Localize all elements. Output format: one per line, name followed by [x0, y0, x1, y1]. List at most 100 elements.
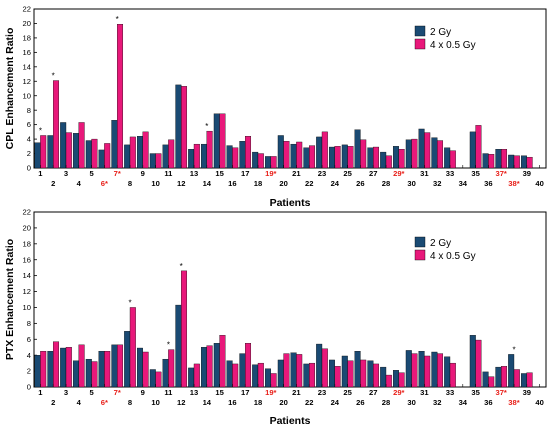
x-tick-label: 36 — [484, 398, 492, 407]
bar — [200, 143, 207, 169]
x-tick-label: 26 — [356, 398, 364, 407]
bar — [168, 349, 175, 388]
y-tick-label: 2 — [27, 367, 31, 376]
bar — [495, 366, 502, 388]
bar — [40, 135, 47, 169]
x-tick-label: 29* — [393, 388, 404, 397]
x-tick-label: 9 — [141, 388, 145, 397]
bar — [290, 143, 297, 169]
bar — [72, 133, 79, 169]
y-tick-label: 8 — [27, 106, 31, 115]
bar — [34, 355, 41, 388]
x-tick-label: 26 — [356, 179, 364, 188]
bar — [72, 360, 79, 388]
x-tick-label: 9 — [141, 169, 145, 178]
x-tick-label: 31 — [420, 169, 429, 178]
x-tick-label: 38* — [508, 398, 519, 407]
y-tick-label: 4 — [27, 135, 31, 144]
x-tick-label: 31 — [420, 388, 429, 397]
bar — [85, 358, 92, 388]
bar — [245, 136, 252, 169]
bar — [341, 355, 348, 388]
bar — [424, 355, 431, 388]
bar — [34, 142, 41, 169]
legend-swatch — [414, 25, 426, 37]
bar — [53, 80, 60, 169]
bar — [367, 147, 374, 169]
bar — [111, 344, 118, 388]
bar — [526, 372, 533, 388]
bar — [380, 366, 387, 388]
bar — [219, 113, 226, 169]
bar — [469, 131, 476, 169]
x-tick-label: 4 — [77, 398, 82, 407]
y-tick-label: 4 — [27, 351, 31, 360]
bar — [117, 24, 124, 169]
y-tick-label: 22 — [23, 5, 31, 14]
bar — [392, 370, 399, 388]
bar — [98, 351, 105, 388]
x-tick-label: 14 — [203, 398, 212, 407]
bar — [418, 351, 425, 388]
bar — [155, 371, 162, 388]
bar — [200, 347, 207, 388]
x-tick-label: 20 — [279, 179, 287, 188]
x-tick-label: 24 — [331, 179, 340, 188]
bar — [431, 351, 438, 388]
bar — [47, 135, 54, 169]
bar — [520, 373, 527, 388]
chart-panel-2: 0246810121416182022123456*7*891011121314… — [4, 208, 547, 427]
significance-marker: * — [167, 341, 170, 350]
x-tick-label: 32 — [433, 179, 441, 188]
bar — [411, 353, 418, 388]
x-tick-label: 19* — [265, 169, 276, 178]
bar — [520, 155, 527, 169]
x-tick-label: 34 — [459, 398, 468, 407]
bar — [257, 362, 264, 388]
bar — [91, 361, 98, 388]
x-tick-label: 12 — [177, 179, 185, 188]
y-tick-label: 12 — [23, 287, 31, 296]
plot-frame — [33, 211, 547, 388]
bar — [47, 351, 54, 388]
x-tick-label: 17 — [241, 169, 249, 178]
bar — [226, 145, 233, 169]
x-tick-label: 4 — [77, 179, 82, 188]
y-tick-label: 16 — [23, 48, 31, 57]
bar — [431, 137, 438, 169]
bar — [117, 344, 124, 388]
y-tick-label: 0 — [27, 164, 31, 173]
bar — [175, 304, 182, 388]
x-tick-label: 34 — [459, 179, 468, 188]
bar — [277, 359, 284, 388]
x-tick-label: 33 — [446, 169, 454, 178]
x-tick-label: 5 — [89, 388, 94, 397]
bar — [334, 146, 341, 169]
bar — [65, 132, 72, 169]
bar — [181, 86, 188, 169]
bar — [155, 153, 162, 169]
bar — [239, 353, 246, 388]
bar — [341, 144, 348, 169]
x-tick-label: 15 — [215, 388, 224, 397]
bar — [354, 129, 361, 169]
bar — [98, 149, 105, 169]
x-tick-label: 17 — [241, 388, 249, 397]
bar — [206, 130, 213, 169]
x-tick-label: 29* — [393, 169, 404, 178]
bar — [373, 363, 380, 388]
bar — [501, 149, 508, 169]
y-axis-label: PTX Enhancement Ratio — [4, 239, 16, 360]
bar — [136, 136, 143, 169]
bar — [226, 360, 233, 388]
bar — [303, 147, 310, 169]
bar — [360, 359, 367, 388]
x-tick-label: 6* — [101, 179, 108, 188]
bar — [78, 122, 85, 169]
bar — [78, 344, 85, 388]
x-tick-label: 35 — [471, 388, 480, 397]
x-tick-label: 23 — [318, 169, 326, 178]
bar — [482, 371, 489, 388]
significance-marker: * — [512, 345, 515, 354]
x-tick-label: 1 — [38, 169, 43, 178]
